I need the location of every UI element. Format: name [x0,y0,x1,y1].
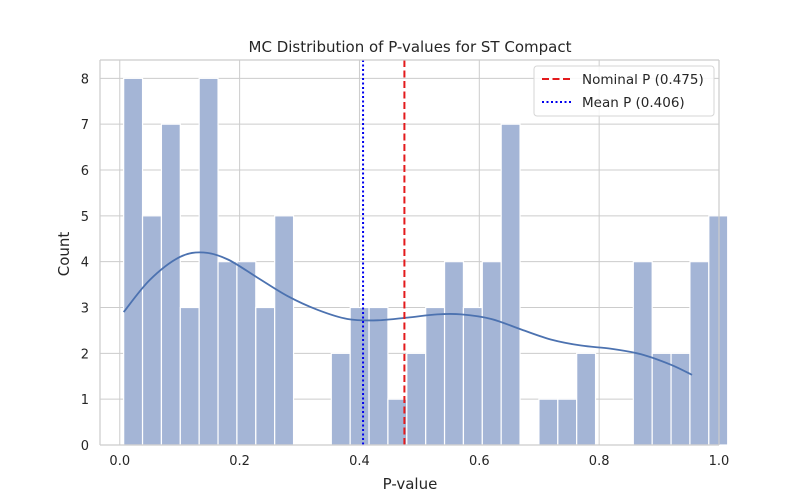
y-tick-label: 5 [81,210,89,225]
histogram-bar [217,261,238,446]
histogram-bar [141,215,163,446]
histogram-bar [500,123,521,446]
histogram-bar [123,77,144,446]
y-tick-label: 0 [81,439,89,454]
x-tick-label: 0.6 [469,454,490,469]
histogram-bar [557,398,578,446]
histogram-bar [160,123,181,446]
histogram-bar [330,352,351,446]
histogram-bar [576,352,597,446]
kde-curve [122,251,693,376]
histogram-bar [368,306,389,446]
y-tick-label: 4 [81,256,89,271]
y-tick-label: 8 [81,72,89,87]
histogram-bar [651,352,672,446]
legend-label: Nominal P (0.475) [582,72,704,88]
histogram-bar [462,306,483,446]
y-axis-title: Count [55,232,73,277]
histogram-bar [481,261,502,446]
histogram-bar [349,306,370,446]
legend-label: Mean P (0.406) [582,95,685,111]
y-tick-label: 6 [81,164,89,179]
histogram-bar [274,215,295,446]
x-tick-label: 1.0 [709,454,730,469]
histogram-bar [255,306,276,446]
histogram-bar [179,306,200,446]
histogram-bar [708,215,729,446]
histogram-bar [443,261,465,446]
histogram-bar [406,352,427,446]
histogram-bar [425,306,446,446]
x-tick-label: 0.2 [229,454,250,469]
histogram-bar [670,352,691,446]
histogram-bar [538,398,559,446]
x-axis-title: P-value [383,475,438,493]
plot-area: 0.0 0.2 0.4 0.6 0.8 1.0 0 1 2 3 4 5 6 7 8 Nominal P (0.… [81,59,730,469]
y-tick-label: 7 [81,118,89,133]
histogram-bar [236,261,257,446]
histogram-bar [689,261,710,446]
chart-title: MC Distribution of P-values for ST Compa… [249,38,572,56]
x-tick-label: 0.8 [589,454,610,469]
y-tick-label: 1 [81,393,89,408]
histogram-bar [198,77,219,446]
y-tick-label: 3 [81,302,89,317]
legend-box [533,65,715,117]
x-tick-label: 0.4 [349,454,370,469]
x-tick-label: 0.0 [109,454,130,469]
y-tick-label: 2 [81,347,89,362]
